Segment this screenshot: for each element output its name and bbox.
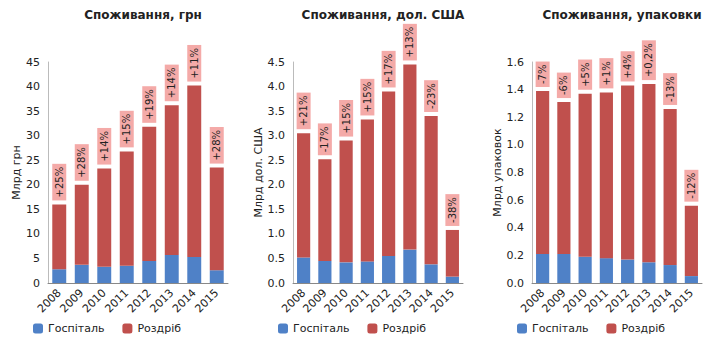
svg-text:Млрд грн: Млрд грн [10,145,23,200]
svg-text:0.8: 0.8 [507,166,525,179]
svg-text:2011: 2011 [582,286,611,315]
svg-text:2014: 2014 [170,286,199,315]
svg-text:1.4: 1.4 [507,83,525,96]
svg-text:45: 45 [26,56,40,69]
svg-text:0: 0 [33,277,40,290]
svg-text:0.2: 0.2 [507,249,525,262]
svg-text:2010: 2010 [322,286,351,315]
svg-text:Роздріб: Роздріб [621,322,665,335]
svg-text:+14%: +14% [166,68,177,99]
svg-text:35: 35 [26,105,40,118]
svg-text:-6%: -6% [558,76,569,95]
svg-text:+15%: +15% [341,103,352,134]
svg-text:4.5: 4.5 [268,56,286,69]
svg-text:1.2: 1.2 [507,111,525,124]
svg-text:+1%: +1% [601,61,612,85]
svg-text:30: 30 [26,129,40,142]
svg-text:0.0: 0.0 [268,277,286,290]
svg-text:1.0: 1.0 [507,138,525,151]
svg-text:2011: 2011 [102,286,131,315]
svg-text:2014: 2014 [646,286,675,315]
svg-text:Млрд дол. США: Млрд дол. США [252,127,265,217]
svg-text:10: 10 [26,227,40,240]
svg-text:+15%: +15% [121,114,132,145]
svg-text:Роздріб: Роздріб [137,322,181,335]
svg-text:-17%: -17% [319,126,330,152]
svg-text:2014: 2014 [407,286,436,315]
svg-text:3.0: 3.0 [268,129,286,142]
svg-text:20: 20 [26,178,40,191]
svg-text:2012: 2012 [603,286,632,315]
svg-text:2009: 2009 [301,286,330,315]
svg-text:2013: 2013 [147,286,176,315]
svg-text:0.4: 0.4 [507,221,525,234]
svg-text:2015: 2015 [667,286,696,315]
svg-text:+28%: +28% [76,147,87,178]
svg-text:0.5: 0.5 [268,252,286,265]
svg-text:2009: 2009 [540,286,569,315]
svg-text:+13%: +13% [404,27,415,58]
svg-text:+14%: +14% [99,131,110,162]
svg-text:40: 40 [26,80,40,93]
svg-text:2010: 2010 [561,286,590,315]
svg-text:15: 15 [26,203,40,216]
svg-text:2.5: 2.5 [268,154,286,167]
svg-text:-38%: -38% [447,197,458,223]
svg-text:2008: 2008 [279,286,308,315]
svg-text:+4%: +4% [622,54,633,78]
svg-text:4.0: 4.0 [268,80,286,93]
svg-text:2013: 2013 [625,286,654,315]
svg-text:Споживання, упаковки: Споживання, упаковки [542,8,701,22]
svg-text:2008: 2008 [518,286,547,315]
svg-text:Млрд упаковок: Млрд упаковок [491,128,504,217]
svg-text:2009: 2009 [57,286,86,315]
svg-text:-12%: -12% [686,173,697,199]
svg-text:+17%: +17% [383,54,394,85]
svg-text:1.0: 1.0 [268,227,286,240]
svg-text:Роздріб: Роздріб [382,322,426,335]
svg-text:2015: 2015 [192,286,221,315]
svg-text:-23%: -23% [426,83,437,109]
svg-text:2.0: 2.0 [268,178,286,191]
svg-text:2008: 2008 [35,286,64,315]
svg-text:+5%: +5% [580,63,591,87]
svg-text:5: 5 [33,252,40,265]
svg-text:1.5: 1.5 [268,203,286,216]
svg-text:+19%: +19% [144,89,155,120]
svg-text:+15%: +15% [362,82,373,113]
svg-text:Споживання, грн: Споживання, грн [84,8,202,22]
svg-text:1.6: 1.6 [507,56,525,69]
svg-text:Споживання, дол. США: Споживання, дол. США [302,8,465,22]
svg-text:3.5: 3.5 [268,105,286,118]
svg-text:0.6: 0.6 [507,194,525,207]
svg-text:+25%: +25% [54,167,65,198]
svg-text:Госпіталь: Госпіталь [532,322,588,335]
svg-text:2011: 2011 [343,286,372,315]
svg-text:2012: 2012 [125,286,154,315]
svg-text:2010: 2010 [80,286,109,315]
svg-text:25: 25 [26,154,40,167]
svg-text:2015: 2015 [428,286,457,315]
svg-text:+28%: +28% [211,130,222,161]
svg-text:2012: 2012 [364,286,393,315]
svg-text:-13%: -13% [665,76,676,102]
svg-text:+0,2%: +0,2% [643,43,654,77]
svg-text:Госпіталь: Госпіталь [48,322,104,335]
svg-text:+21%: +21% [298,96,309,127]
svg-text:+11%: +11% [189,48,200,79]
svg-text:-7%: -7% [537,65,548,84]
svg-text:0.0: 0.0 [507,277,525,290]
svg-text:2013: 2013 [386,286,415,315]
svg-text:Госпіталь: Госпіталь [293,322,349,335]
